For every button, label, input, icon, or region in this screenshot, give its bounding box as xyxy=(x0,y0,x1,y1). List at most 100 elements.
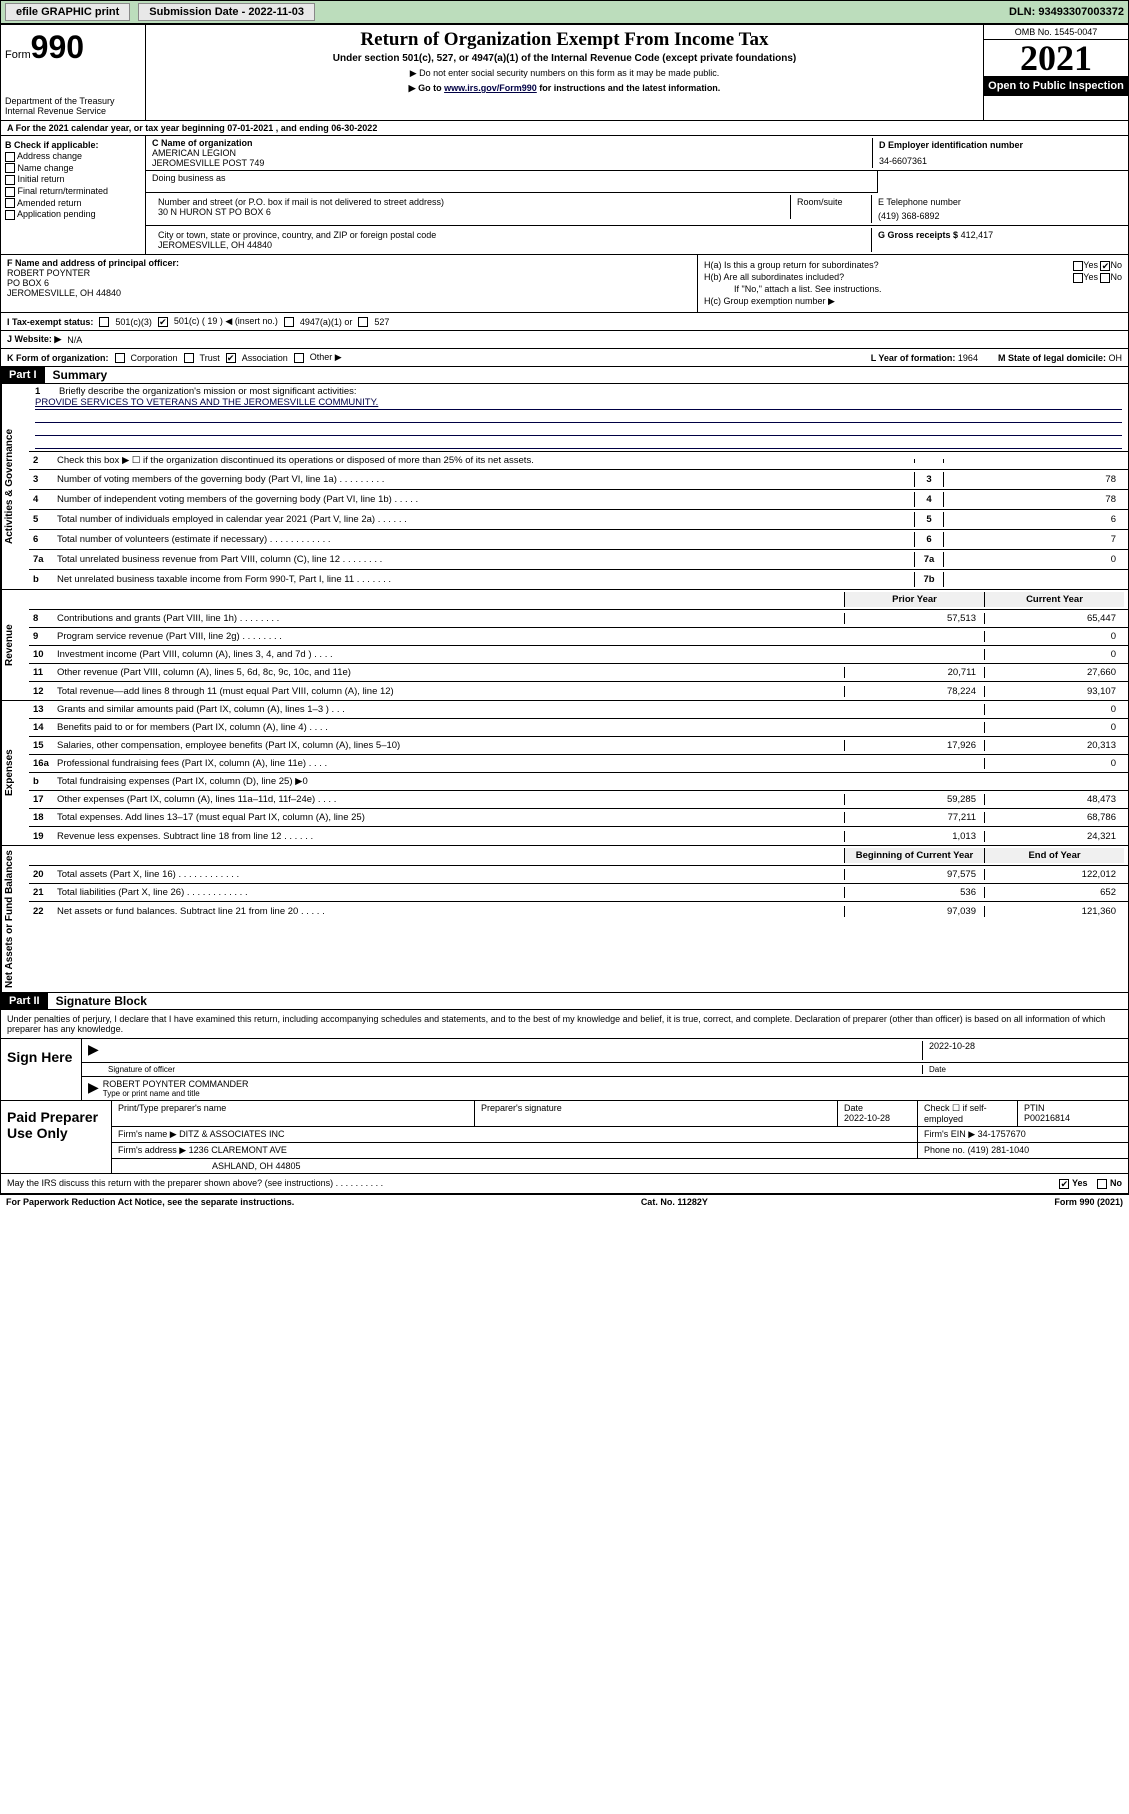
check-527[interactable] xyxy=(358,317,368,327)
box-c-dba: Doing business as xyxy=(146,171,878,193)
summary-line: 12Total revenue—add lines 8 through 11 (… xyxy=(29,682,1128,700)
box-g-gross-receipts: G Gross receipts $ 412,417 xyxy=(872,228,1122,252)
section-b-c-d-e-g: B Check if applicable: Address change Na… xyxy=(1,136,1128,255)
form-subtitle: Under section 501(c), 527, or 4947(a)(1)… xyxy=(154,53,975,64)
firm-address: 1236 CLAREMONT AVE xyxy=(189,1145,287,1155)
instructions-link-row: ▶ Go to www.irs.gov/Form990 for instruct… xyxy=(154,83,975,94)
summary-governance: Activities & Governance 1Briefly describ… xyxy=(1,384,1128,590)
vtab-expenses: Expenses xyxy=(1,701,29,845)
discuss-no-check[interactable] xyxy=(1097,1179,1107,1189)
summary-line: 16aProfessional fundraising fees (Part I… xyxy=(29,755,1128,773)
column-header-begin-end: Beginning of Current Year End of Year xyxy=(29,846,1128,866)
vtab-net-assets: Net Assets or Fund Balances xyxy=(1,846,29,992)
check-4947[interactable] xyxy=(284,317,294,327)
form-number: Form990 xyxy=(5,29,141,66)
row-i-tax-exempt: I Tax-exempt status: 501(c)(3) 501(c) ( … xyxy=(1,313,1128,331)
summary-line: 22Net assets or fund balances. Subtract … xyxy=(29,902,1128,920)
summary-line: 8Contributions and grants (Part VIII, li… xyxy=(29,610,1128,628)
irs-label: Internal Revenue Service xyxy=(5,106,141,116)
summary-line: 18Total expenses. Add lines 13–17 (must … xyxy=(29,809,1128,827)
summary-line: 20Total assets (Part X, line 16) . . . .… xyxy=(29,866,1128,884)
summary-line: 2Check this box ▶ ☐ if the organization … xyxy=(29,452,1128,470)
line-1-mission: 1Briefly describe the organization's mis… xyxy=(29,384,1128,452)
open-to-public-badge: Open to Public Inspection xyxy=(984,76,1128,96)
summary-line: 5Total number of individuals employed in… xyxy=(29,510,1128,530)
column-header-prior-current: Prior Year Current Year xyxy=(29,590,1128,610)
tax-year: 2021 xyxy=(984,40,1128,76)
check-other[interactable] xyxy=(294,353,304,363)
page-footer: For Paperwork Reduction Act Notice, see … xyxy=(0,1195,1129,1209)
box-e-phone: E Telephone number (419) 368-6892 xyxy=(872,195,1122,223)
summary-line: 14Benefits paid to or for members (Part … xyxy=(29,719,1128,737)
sign-here-label: Sign Here xyxy=(1,1039,81,1100)
check-name-change[interactable]: Name change xyxy=(5,163,141,174)
summary-line: 17Other expenses (Part IX, column (A), l… xyxy=(29,791,1128,809)
check-trust[interactable] xyxy=(184,353,194,363)
summary-line: 15Salaries, other compensation, employee… xyxy=(29,737,1128,755)
ssn-warning: ▶ Do not enter social security numbers o… xyxy=(154,68,975,79)
summary-net-assets: Net Assets or Fund Balances Beginning of… xyxy=(1,846,1128,993)
box-c-org-name: C Name of organization AMERICAN LEGION J… xyxy=(152,138,872,168)
box-c-city: City or town, state or province, country… xyxy=(152,228,872,252)
check-address-change[interactable]: Address change xyxy=(5,151,141,162)
box-c-address: Number and street (or P.O. box if mail i… xyxy=(152,195,872,223)
summary-expenses: Expenses 13Grants and similar amounts pa… xyxy=(1,701,1128,846)
dept-treasury-label: Department of the Treasury xyxy=(5,96,141,106)
ptin-value: P00216814 xyxy=(1024,1113,1122,1123)
box-f-officer: F Name and address of principal officer:… xyxy=(1,255,698,312)
submission-date-button[interactable]: Submission Date - 2022-11-03 xyxy=(138,3,315,21)
summary-line: 11Other revenue (Part VIII, column (A), … xyxy=(29,664,1128,682)
preparer-date: 2022-10-28 xyxy=(844,1113,911,1123)
box-h-group: H(a) Is this a group return for subordin… xyxy=(698,255,1128,312)
top-toolbar: efile GRAPHIC print Submission Date - 20… xyxy=(0,0,1129,24)
summary-line: 7aTotal unrelated business revenue from … xyxy=(29,550,1128,570)
vtab-governance: Activities & Governance xyxy=(1,384,29,589)
box-d-ein: D Employer identification number 34-6607… xyxy=(872,138,1122,168)
section-f-h: F Name and address of principal officer:… xyxy=(1,255,1128,313)
part-2-header: Part II Signature Block xyxy=(1,993,1128,1010)
check-corporation[interactable] xyxy=(115,353,125,363)
summary-line: 10Investment income (Part VIII, column (… xyxy=(29,646,1128,664)
check-final-return[interactable]: Final return/terminated xyxy=(5,186,141,197)
irs-link[interactable]: www.irs.gov/Form990 xyxy=(444,83,537,93)
efile-print-button[interactable]: efile GRAPHIC print xyxy=(5,3,130,21)
firm-phone: (419) 281-1040 xyxy=(968,1145,1030,1155)
check-amended-return[interactable]: Amended return xyxy=(5,198,141,209)
vtab-revenue: Revenue xyxy=(1,590,29,700)
row-k-form-org: K Form of organization: Corporation Trus… xyxy=(1,349,1128,367)
form-header: Form990 Department of the Treasury Inter… xyxy=(1,25,1128,121)
summary-revenue: Revenue Prior Year Current Year 8Contrib… xyxy=(1,590,1128,701)
form-990-document: Form990 Department of the Treasury Inter… xyxy=(0,24,1129,1195)
summary-line: 9Program service revenue (Part VIII, lin… xyxy=(29,628,1128,646)
check-initial-return[interactable]: Initial return xyxy=(5,174,141,185)
discuss-yes-check[interactable] xyxy=(1059,1179,1069,1189)
check-501c[interactable] xyxy=(158,317,168,327)
perjury-declaration: Under penalties of perjury, I declare th… xyxy=(1,1010,1128,1039)
signature-block: Under penalties of perjury, I declare th… xyxy=(1,1010,1128,1174)
box-b-checkboxes: B Check if applicable: Address change Na… xyxy=(1,136,146,254)
summary-line: bNet unrelated business taxable income f… xyxy=(29,570,1128,589)
firm-city: ASHLAND, OH 44805 xyxy=(112,1159,1128,1173)
officer-name: ROBERT POYNTER COMMANDER xyxy=(103,1079,1122,1089)
summary-line: 13Grants and similar amounts paid (Part … xyxy=(29,701,1128,719)
firm-ein: 34-1757670 xyxy=(978,1129,1026,1139)
summary-line: bTotal fundraising expenses (Part IX, co… xyxy=(29,773,1128,791)
self-employed-check[interactable]: Check ☐ if self-employed xyxy=(918,1101,1018,1126)
check-501c3[interactable] xyxy=(99,317,109,327)
row-a-tax-year: A For the 2021 calendar year, or tax yea… xyxy=(1,121,1128,136)
check-application-pending[interactable]: Application pending xyxy=(5,209,141,220)
summary-line: 3Number of voting members of the governi… xyxy=(29,470,1128,490)
name-arrow-icon: ▶ xyxy=(88,1079,103,1098)
firm-name: DITZ & ASSOCIATES INC xyxy=(179,1129,284,1139)
paid-preparer-label: Paid Preparer Use Only xyxy=(1,1101,111,1173)
signature-date: 2022-10-28 xyxy=(922,1041,1122,1060)
summary-line: 4Number of independent voting members of… xyxy=(29,490,1128,510)
summary-line: 6Total number of volunteers (estimate if… xyxy=(29,530,1128,550)
part-1-header: Part I Summary xyxy=(1,367,1128,384)
signature-arrow-icon: ▶ xyxy=(88,1041,103,1060)
irs-discuss-row: May the IRS discuss this return with the… xyxy=(1,1174,1128,1194)
form-title: Return of Organization Exempt From Incom… xyxy=(154,29,975,51)
dln-label: DLN: 93493307003372 xyxy=(1009,6,1124,18)
row-j-website: J Website: ▶ N/A xyxy=(1,331,1128,349)
check-association[interactable] xyxy=(226,353,236,363)
